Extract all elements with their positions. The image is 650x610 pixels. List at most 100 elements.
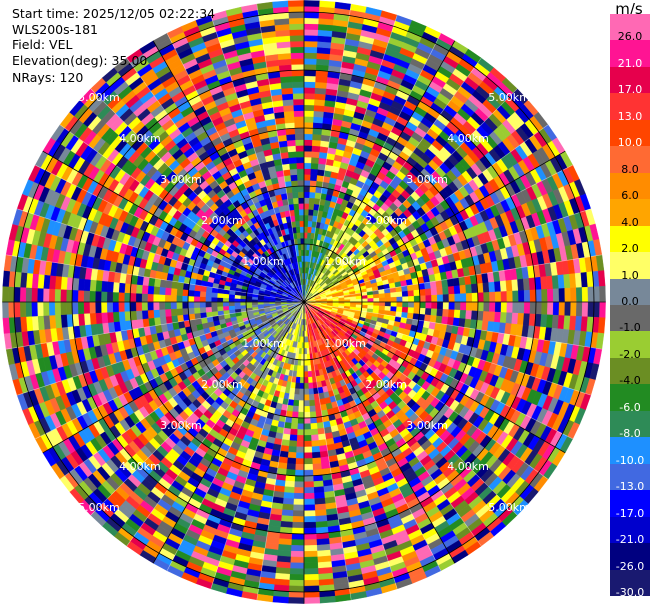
velocity-cell bbox=[401, 306, 409, 314]
velocity-cell bbox=[182, 289, 189, 297]
velocity-cell bbox=[401, 290, 409, 298]
velocity-cell bbox=[303, 162, 312, 169]
velocity-cell bbox=[429, 280, 437, 289]
velocity-cell bbox=[141, 293, 148, 303]
velocity-cell bbox=[292, 399, 300, 407]
velocity-cell bbox=[13, 286, 21, 303]
velocity-cell bbox=[288, 440, 297, 448]
velocity-cell bbox=[314, 93, 327, 101]
velocity-cell bbox=[396, 291, 403, 298]
velocity-cell bbox=[112, 291, 119, 303]
velocity-cell bbox=[282, 497, 294, 505]
velocity-cell bbox=[216, 297, 224, 303]
velocity-cell bbox=[294, 382, 300, 390]
velocity-cell bbox=[245, 301, 253, 306]
velocity-cell bbox=[303, 150, 313, 158]
velocity-cell bbox=[303, 110, 315, 117]
velocity-cell bbox=[158, 286, 166, 295]
velocity-cell bbox=[313, 116, 324, 124]
velocity-cell bbox=[307, 371, 313, 378]
velocity-cell bbox=[36, 301, 44, 317]
velocity-cell bbox=[419, 295, 427, 303]
velocity-cell bbox=[303, 429, 312, 436]
velocity-cell bbox=[576, 301, 583, 317]
velocity-cell bbox=[517, 313, 525, 326]
velocity-cell bbox=[494, 301, 502, 313]
velocity-cell bbox=[367, 294, 374, 299]
velocity-cell bbox=[2, 286, 9, 303]
velocity-cell bbox=[303, 469, 314, 477]
velocity-cell bbox=[71, 289, 79, 303]
velocity-cell bbox=[48, 301, 56, 316]
velocity-cell bbox=[164, 308, 172, 317]
velocity-cell bbox=[599, 286, 606, 303]
velocity-cell bbox=[199, 301, 206, 308]
velocity-cell bbox=[355, 295, 363, 300]
velocity-cell bbox=[303, 550, 318, 558]
velocity-cell bbox=[89, 312, 97, 325]
velocity-cell bbox=[303, 365, 308, 372]
velocity-cell bbox=[187, 301, 195, 309]
velocity-cell bbox=[460, 301, 467, 311]
velocity-cell bbox=[303, 533, 317, 541]
velocity-cell bbox=[547, 288, 554, 303]
velocity-cell bbox=[413, 289, 421, 297]
velocity-cell bbox=[303, 579, 320, 587]
velocity-cell bbox=[129, 292, 137, 303]
velocity-cell bbox=[106, 291, 114, 303]
velocity-cell bbox=[176, 281, 184, 290]
velocity-cell bbox=[118, 282, 126, 293]
velocity-cell bbox=[31, 301, 38, 317]
velocity-cell bbox=[89, 301, 96, 314]
velocity-cell bbox=[210, 301, 218, 308]
velocity-cell bbox=[308, 197, 316, 205]
velocity-cell bbox=[303, 411, 311, 419]
velocity-cell bbox=[311, 151, 320, 159]
velocity-cell bbox=[303, 208, 310, 216]
velocity-cell bbox=[319, 595, 336, 604]
velocity-cell bbox=[303, 597, 320, 604]
velocity-cell bbox=[482, 282, 490, 293]
velocity-cell bbox=[477, 292, 485, 303]
velocity-cell bbox=[54, 288, 61, 303]
velocity-cell bbox=[280, 515, 293, 523]
velocity-cell bbox=[295, 458, 305, 465]
velocity-cell bbox=[361, 301, 369, 306]
velocity-cell bbox=[317, 163, 327, 171]
velocity-cell bbox=[303, 116, 314, 123]
velocity-cell bbox=[593, 301, 601, 318]
velocity-cell bbox=[42, 301, 50, 316]
velocity-cell bbox=[558, 301, 566, 316]
velocity-cell bbox=[547, 301, 554, 316]
velocity-cell bbox=[436, 287, 444, 296]
velocity-cell bbox=[272, 595, 289, 604]
velocity-cell bbox=[308, 388, 314, 395]
velocity-cell bbox=[471, 301, 479, 312]
velocity-cell bbox=[454, 301, 461, 311]
velocity-cell bbox=[597, 270, 606, 287]
velocity-cell bbox=[94, 301, 102, 314]
velocity-cell bbox=[2, 301, 9, 318]
velocity-cell bbox=[303, 5, 320, 13]
velocity-cell bbox=[199, 306, 207, 314]
velocity-cell bbox=[499, 280, 507, 292]
velocity-cell bbox=[303, 527, 317, 535]
velocity-cell bbox=[170, 287, 178, 296]
velocity-cell bbox=[489, 291, 496, 303]
velocity-cell bbox=[303, 574, 319, 581]
velocity-cell bbox=[290, 422, 298, 430]
velocity-cell bbox=[141, 309, 149, 320]
velocity-cell bbox=[488, 281, 496, 293]
velocity-cell bbox=[361, 298, 369, 303]
velocity-cell bbox=[141, 301, 148, 311]
velocity-cell bbox=[228, 305, 235, 311]
velocity-cell bbox=[303, 179, 311, 187]
velocity-cell bbox=[77, 313, 86, 326]
velocity-cell bbox=[303, 539, 317, 546]
velocity-cell bbox=[447, 309, 455, 318]
velocity-cell bbox=[240, 304, 247, 309]
velocity-cell bbox=[288, 579, 305, 587]
velocity-cell bbox=[303, 29, 319, 36]
velocity-cell bbox=[593, 286, 601, 303]
velocity-cell bbox=[298, 406, 305, 413]
